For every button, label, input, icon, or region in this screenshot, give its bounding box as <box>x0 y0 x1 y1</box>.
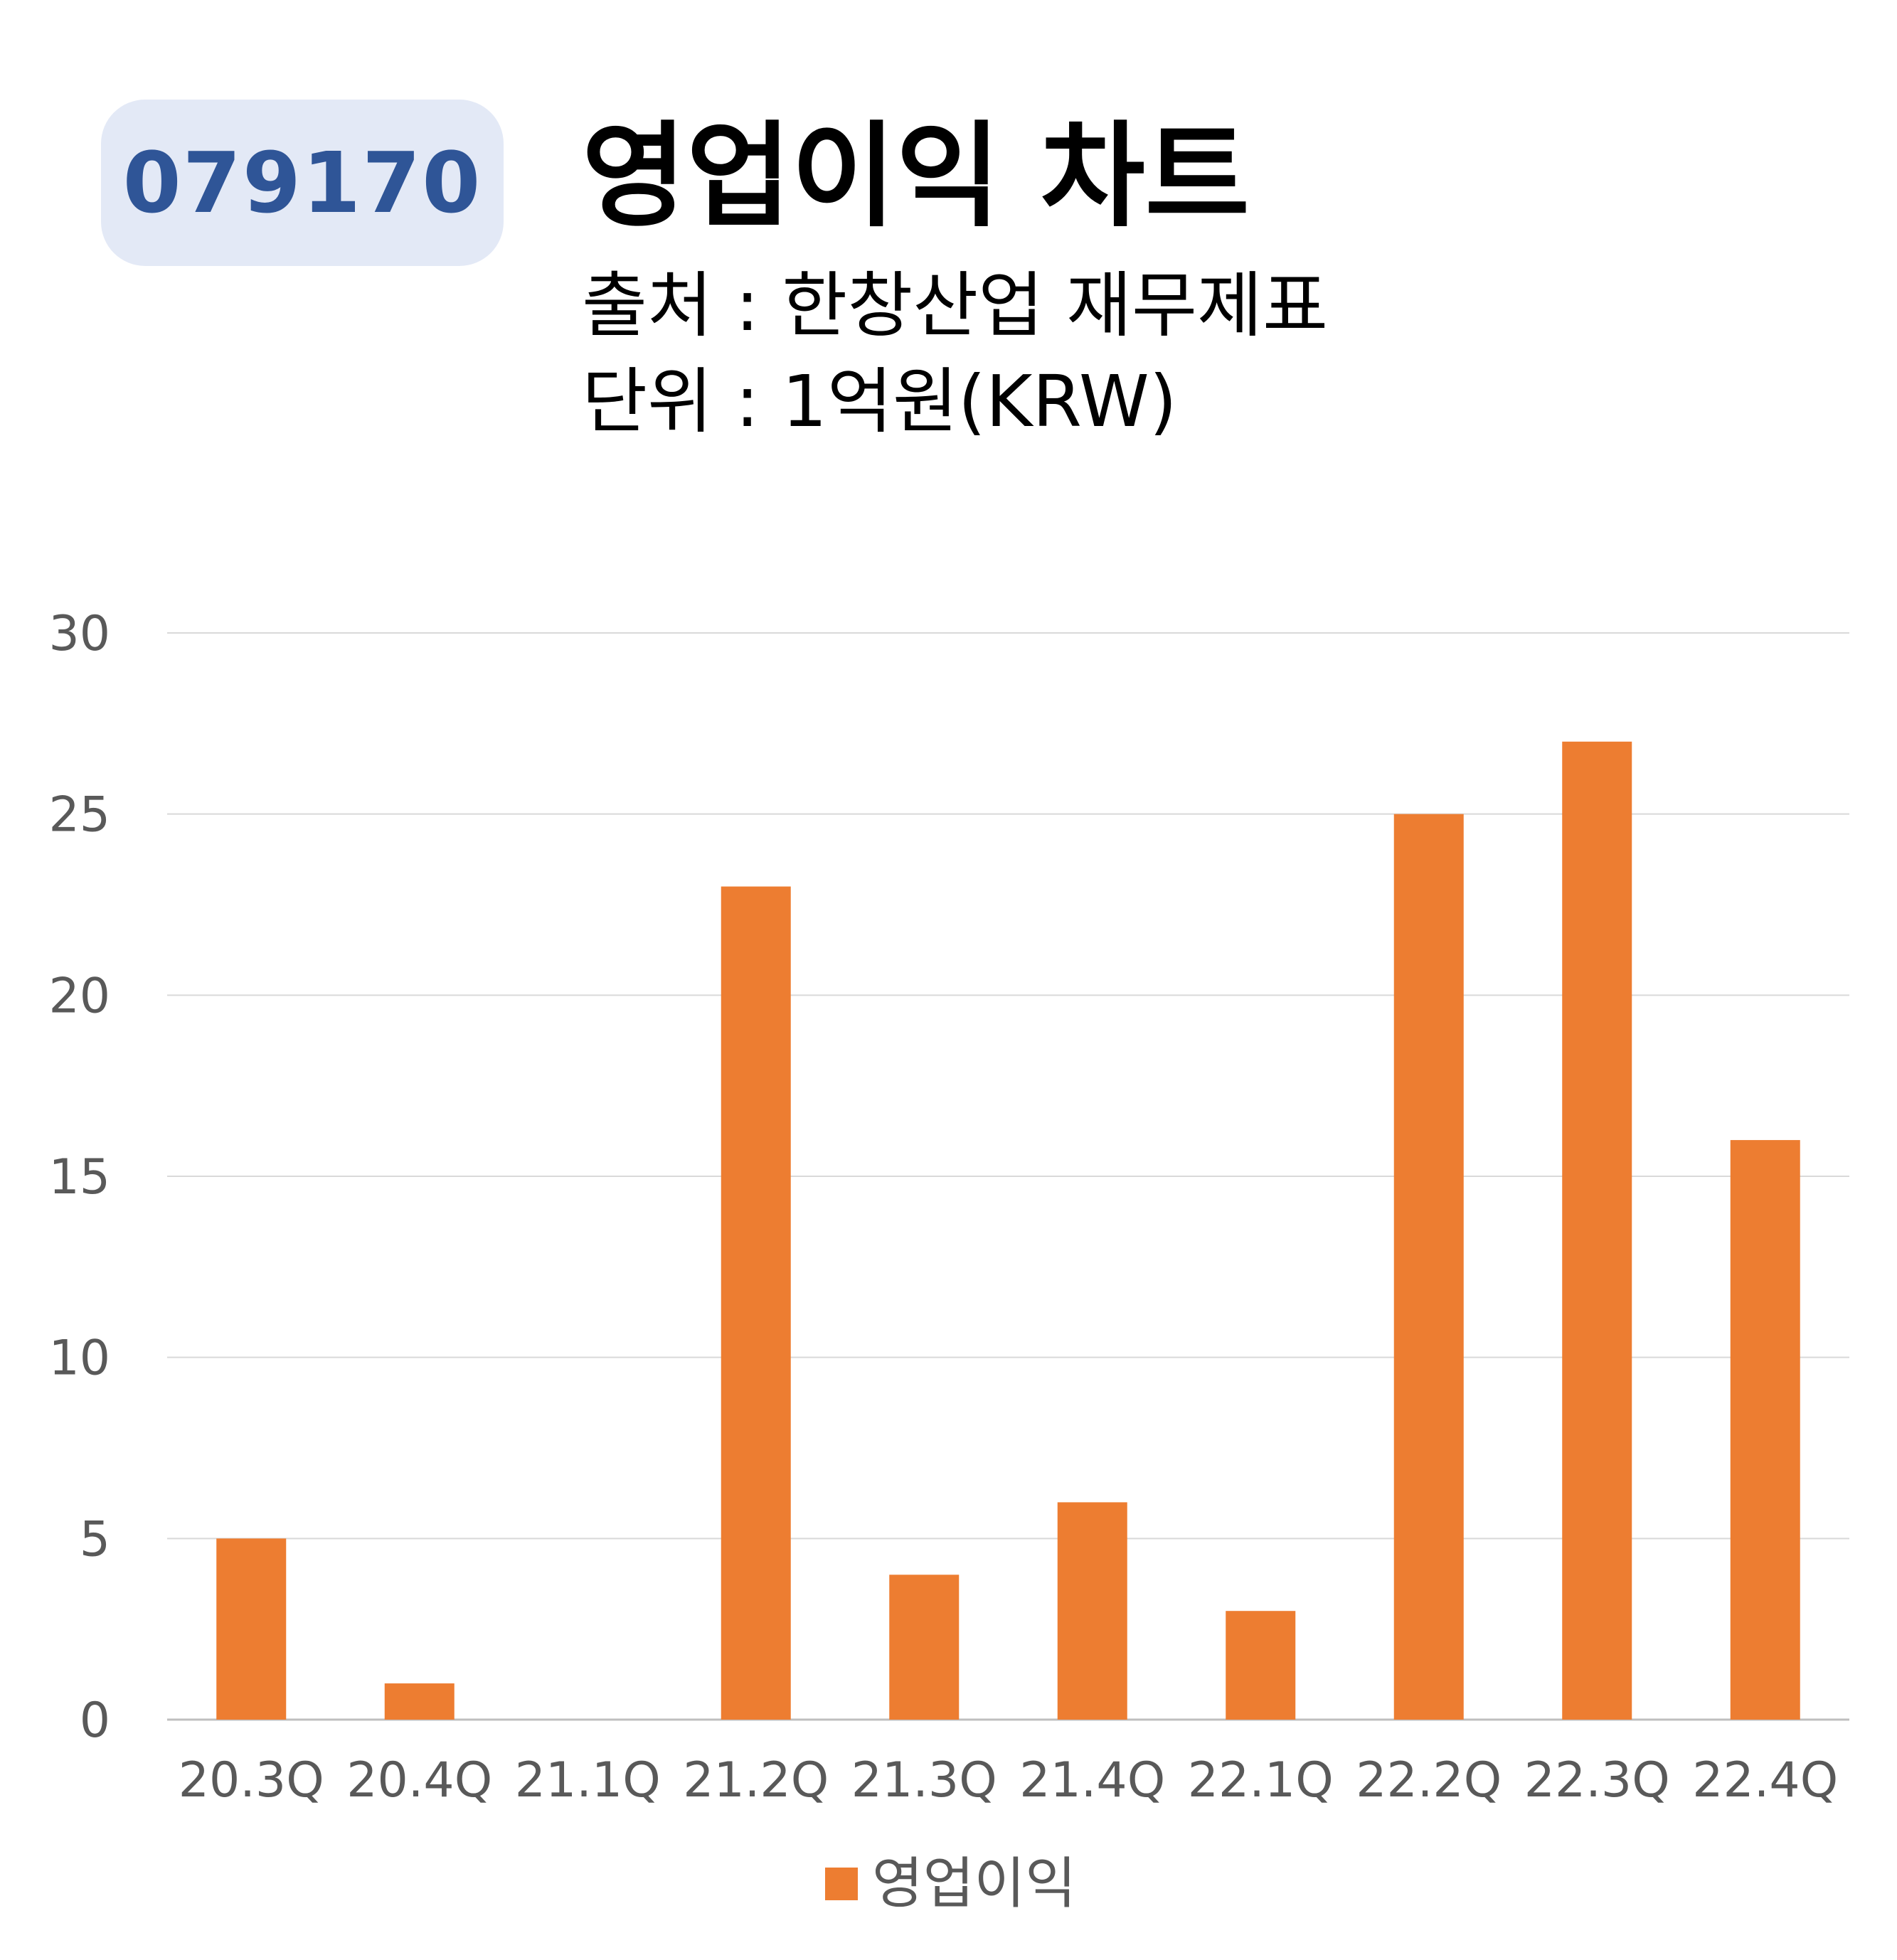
legend: 영업이익 <box>825 1856 1076 1912</box>
unit-label: 단위 : 1억원(KRW) <box>582 360 1177 443</box>
x-axis-ticks: 20.3Q 20.4Q 21.1Q 21.2Q 21.3Q 21.4Q 22.1Q 22.2Q… <box>179 1752 1838 1809</box>
x-tick-label: 22.1Q <box>1188 1752 1334 1809</box>
grid-lines <box>167 632 1849 1721</box>
y-tick-label: 15 <box>48 1149 110 1205</box>
bar-21.2Q <box>721 886 791 1720</box>
y-tick-label: 5 <box>80 1511 110 1567</box>
bar-22.4Q <box>1730 1140 1800 1720</box>
bar-22.2Q <box>1393 814 1464 1720</box>
legend-label: 영업이익 <box>872 1852 1077 1916</box>
y-tick-label: 20 <box>48 968 110 1024</box>
bars <box>216 741 1800 1720</box>
ticker-badge: 079170 <box>101 100 504 266</box>
x-tick-label: 21.4Q <box>1019 1752 1165 1809</box>
y-tick-label: 25 <box>48 787 110 843</box>
chart-title: 영업이익 차트 <box>582 110 1250 243</box>
bar-22.1Q <box>1226 1611 1296 1720</box>
y-tick-label: 0 <box>80 1693 110 1749</box>
bar-22.3Q <box>1562 741 1632 1720</box>
x-tick-label: 22.4Q <box>1692 1752 1838 1809</box>
bar-21.4Q <box>1057 1502 1127 1720</box>
x-tick-label: 22.2Q <box>1356 1752 1502 1809</box>
x-tick-label: 22.3Q <box>1524 1752 1670 1809</box>
x-tick-label: 20.4Q <box>346 1752 492 1809</box>
legend-swatch <box>825 1868 858 1900</box>
bar-20.3Q <box>216 1538 287 1720</box>
x-tick-label: 21.3Q <box>851 1752 997 1809</box>
bar-20.4Q <box>384 1683 455 1720</box>
source-label: 출처 : 한창산업 재무제표 <box>582 264 1329 347</box>
y-tick-label: 10 <box>48 1331 110 1387</box>
x-tick-label: 21.1Q <box>515 1752 661 1809</box>
y-axis-ticks: 0 5 10 15 20 25 30 <box>48 606 110 1749</box>
x-tick-label: 20.3Q <box>179 1752 324 1809</box>
x-tick-label: 21.2Q <box>683 1752 829 1809</box>
bar-21.3Q <box>889 1575 960 1720</box>
y-tick-label: 30 <box>48 606 110 662</box>
